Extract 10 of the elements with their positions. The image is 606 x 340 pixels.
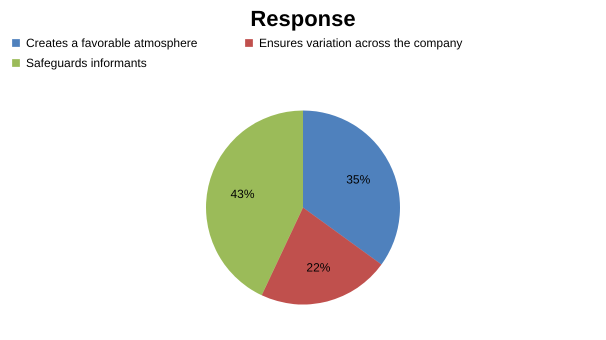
legend-label: Ensures variation across the company <box>259 36 462 50</box>
chart-title: Response <box>250 6 356 31</box>
data-label: 35% <box>346 172 371 186</box>
pie-slice <box>262 208 382 304</box>
data-label: 22% <box>306 260 331 275</box>
legend-label: Safeguards informants <box>26 56 147 70</box>
legend-label: Creates a favorable atmosphere <box>26 36 198 50</box>
pie-slice <box>206 110 303 296</box>
data-label: 43% <box>230 186 255 201</box>
pie-slice <box>303 110 400 265</box>
